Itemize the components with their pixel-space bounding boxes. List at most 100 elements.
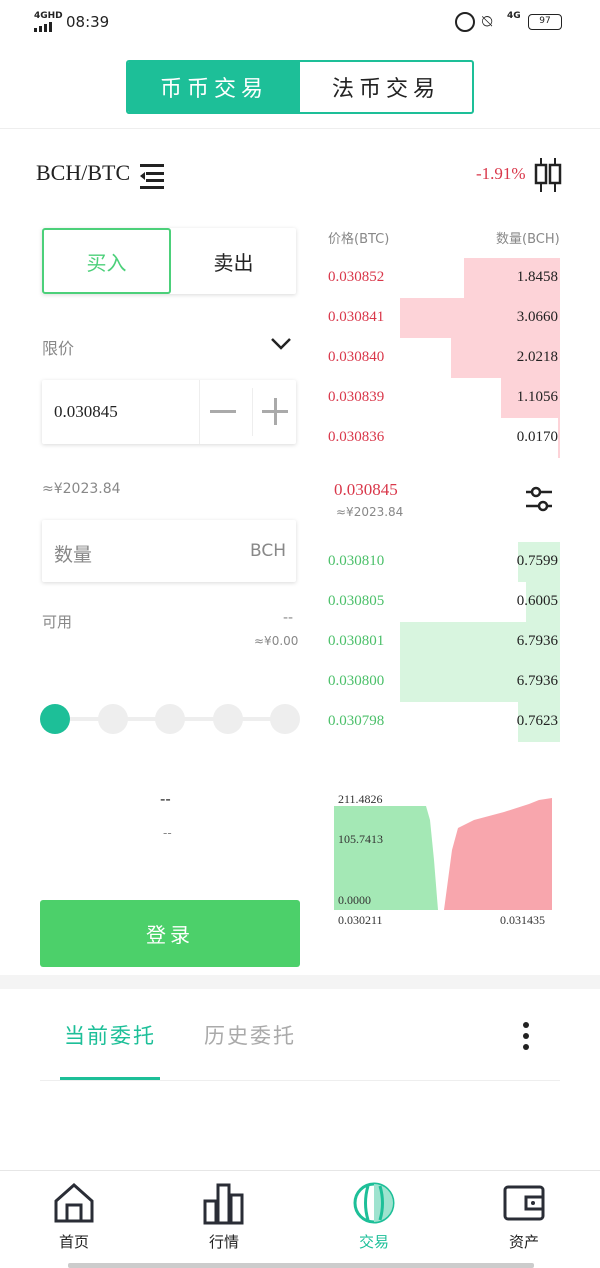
bid-price: 0.030800 bbox=[328, 673, 385, 689]
signal-icon bbox=[34, 22, 52, 32]
nav-assets[interactable]: 资产 bbox=[464, 1181, 584, 1252]
bid-quantity: 6.7936 bbox=[516, 633, 558, 649]
ask-depth-bar bbox=[464, 258, 560, 298]
bid-row[interactable]: 0.030801 6.7936 bbox=[326, 622, 560, 662]
ask-price: 0.030839 bbox=[328, 389, 385, 405]
bid-depth-bar bbox=[518, 702, 560, 742]
candlestick-icon[interactable] bbox=[532, 156, 564, 194]
bid-row[interactable]: 0.030810 0.7599 bbox=[326, 542, 560, 582]
ask-quantity: 1.8458 bbox=[516, 269, 558, 285]
tab-spot-trading[interactable]: 币币交易 bbox=[128, 62, 300, 112]
bid-price: 0.030798 bbox=[328, 713, 385, 729]
slider-step-25[interactable] bbox=[98, 704, 128, 734]
total-cny: -- bbox=[163, 826, 172, 840]
ask-quantity: 1.1056 bbox=[516, 389, 558, 405]
ask-price: 0.030840 bbox=[328, 349, 385, 365]
battery-icon: 97 bbox=[528, 14, 562, 30]
network-type: 4GHD bbox=[34, 11, 63, 21]
bid-quantity: 0.6005 bbox=[516, 593, 558, 609]
ask-row[interactable]: 0.030841 3.0660 bbox=[326, 298, 560, 338]
depth-y-min: 0.0000 bbox=[338, 893, 371, 907]
status-bar: 4GHD 08:39 ⍉ 4G 97 bbox=[0, 0, 600, 44]
buy-sell-toggle: 买入 卖出 bbox=[42, 228, 296, 294]
minus-icon[interactable] bbox=[210, 410, 236, 413]
bid-price: 0.030805 bbox=[328, 593, 385, 609]
order-type-label[interactable]: 限价 bbox=[42, 339, 75, 358]
available-value: -- bbox=[283, 610, 294, 626]
tab-current-orders[interactable]: 当前委托 bbox=[64, 1024, 156, 1048]
tab-order-history[interactable]: 历史委托 bbox=[204, 1024, 296, 1048]
quantity-unit: BCH bbox=[249, 541, 286, 561]
buy-tab[interactable]: 买入 bbox=[42, 228, 171, 294]
pair-name[interactable]: BCH/BTC bbox=[36, 160, 131, 185]
ask-depth-bar bbox=[501, 378, 560, 418]
chevron-down-icon[interactable] bbox=[270, 336, 292, 352]
nav-home[interactable]: 首页 bbox=[14, 1181, 134, 1252]
network-type-2: 4G bbox=[507, 11, 521, 21]
bid-price: 0.030801 bbox=[328, 633, 385, 649]
price-input[interactable]: 0.030845 bbox=[54, 402, 118, 421]
ask-quantity: 3.0660 bbox=[516, 309, 558, 325]
nav-trade-label: 交易 bbox=[358, 1233, 389, 1251]
ask-depth-area bbox=[444, 798, 552, 910]
total-value: -- bbox=[160, 790, 171, 808]
divider bbox=[0, 128, 600, 129]
depth-y-mid: 105.7413 bbox=[338, 832, 383, 846]
nav-market-label: 行情 bbox=[208, 1233, 239, 1251]
nav-home-label: 首页 bbox=[58, 1233, 89, 1251]
slider-handle[interactable] bbox=[40, 704, 70, 734]
available-cny: ≈¥0.00 bbox=[254, 634, 299, 648]
menu-icon[interactable] bbox=[138, 161, 166, 189]
bid-depth-bar bbox=[400, 662, 560, 702]
nav-trade[interactable]: 交易 bbox=[314, 1181, 434, 1252]
ask-row[interactable]: 0.030852 1.8458 bbox=[326, 258, 560, 298]
nav-assets-label: 资产 bbox=[508, 1233, 539, 1251]
slider-step-100[interactable] bbox=[270, 704, 300, 734]
alarm-icon bbox=[455, 12, 475, 32]
home-icon bbox=[54, 1182, 94, 1223]
nav-market[interactable]: 行情 bbox=[164, 1181, 284, 1252]
price-header: 价格(BTC) bbox=[328, 232, 390, 247]
ask-row[interactable]: 0.030836 0.0170 bbox=[326, 418, 560, 458]
last-price: 0.030845 bbox=[334, 480, 398, 499]
ask-row[interactable]: 0.030839 1.1056 bbox=[326, 378, 560, 418]
tab-fiat-trading[interactable]: 法币交易 bbox=[331, 77, 440, 102]
ask-quantity: 0.0170 bbox=[516, 429, 558, 445]
ask-price: 0.030852 bbox=[328, 269, 385, 285]
bid-row[interactable]: 0.030800 6.7936 bbox=[326, 662, 560, 702]
bid-row[interactable]: 0.030805 0.6005 bbox=[326, 582, 560, 622]
bid-depth-bar bbox=[400, 622, 560, 662]
bid-quantity: 0.7623 bbox=[516, 713, 558, 729]
bid-quantity: 6.7936 bbox=[516, 673, 558, 689]
price-change: -1.91% bbox=[476, 164, 526, 183]
clock: 08:39 bbox=[66, 13, 110, 31]
available-label: 可用 bbox=[42, 613, 73, 631]
section-separator bbox=[0, 975, 600, 989]
slider-step-75[interactable] bbox=[213, 704, 243, 734]
wallet-icon bbox=[503, 1185, 545, 1221]
depth-x-min: 0.030211 bbox=[338, 913, 383, 927]
ask-depth-bar bbox=[400, 298, 560, 338]
chart-icon bbox=[203, 1183, 244, 1225]
bid-row[interactable]: 0.030798 0.7623 bbox=[326, 702, 560, 742]
price-cny: ≈¥2023.84 bbox=[42, 481, 121, 497]
slider-step-50[interactable] bbox=[155, 704, 185, 734]
quantity-input[interactable]: 数量 bbox=[54, 544, 93, 566]
more-icon[interactable] bbox=[520, 1020, 534, 1052]
quantity-input-box[interactable]: 数量 BCH bbox=[42, 520, 296, 582]
tab-divider bbox=[40, 1080, 560, 1081]
login-button[interactable]: 登录 bbox=[40, 900, 300, 967]
depth-settings-icon[interactable] bbox=[524, 484, 554, 514]
ask-row[interactable]: 0.030840 2.0218 bbox=[326, 338, 560, 378]
plus-icon[interactable] bbox=[260, 384, 290, 440]
bottom-nav: 首页 行情 交易 资产 bbox=[0, 1170, 600, 1268]
battery-level: 97 bbox=[539, 16, 551, 26]
bid-quantity: 0.7599 bbox=[516, 553, 558, 569]
ask-price: 0.030841 bbox=[328, 309, 385, 325]
bid-depth-bar bbox=[518, 542, 560, 582]
sell-tab[interactable]: 卖出 bbox=[213, 250, 254, 275]
mute-icon: ⍉ bbox=[482, 12, 493, 32]
trade-mode-tabs: 币币交易 法币交易 bbox=[126, 60, 474, 114]
depth-y-max: 211.4826 bbox=[338, 792, 383, 806]
bid-price: 0.030810 bbox=[328, 553, 385, 569]
